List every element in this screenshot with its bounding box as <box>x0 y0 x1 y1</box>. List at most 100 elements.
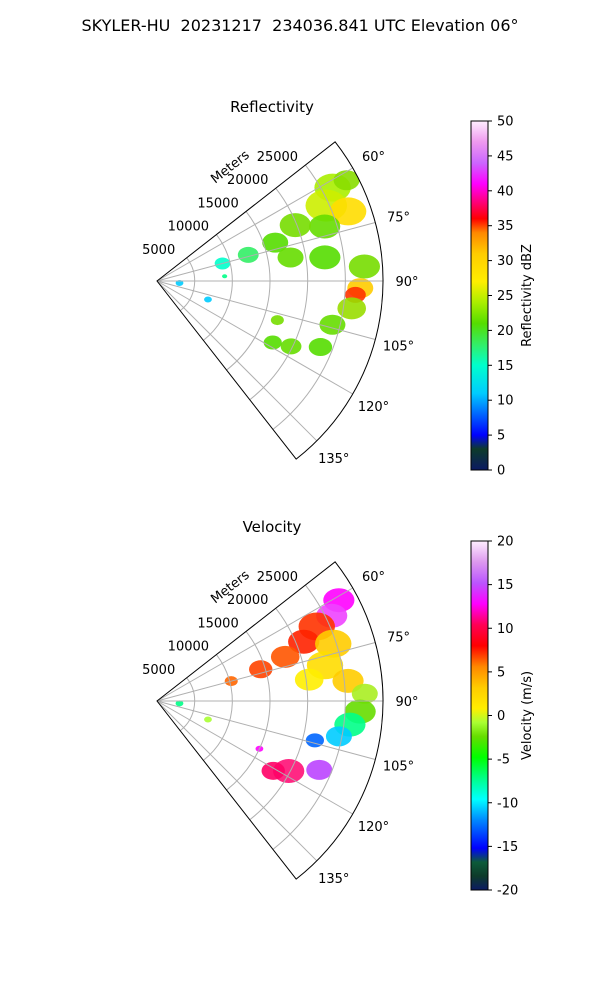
echo-cell <box>204 716 212 723</box>
azimuth-tick-label: 90° <box>395 695 418 710</box>
colorbar: -20 -15 -10 -5 0 5 10 15 20 Velocity (m/s) <box>470 535 535 899</box>
azimuth-gridline <box>156 700 318 862</box>
azimuth-gridline <box>156 280 376 340</box>
echo-cell <box>263 335 282 350</box>
colorbar-tick-label: -10 <box>497 796 518 811</box>
colorbar-tick-label: 15 <box>497 359 514 374</box>
colorbar-tick-label: 15 <box>497 578 514 593</box>
echo-cell <box>294 668 324 691</box>
azimuth-gridline <box>156 642 376 702</box>
echo-cell <box>175 700 184 707</box>
colorbar-tick-label: 40 <box>497 184 514 199</box>
echo-cell <box>325 726 352 747</box>
azimuth-tick-label: 60° <box>362 570 385 585</box>
range-ring <box>179 257 196 312</box>
echo-cell <box>329 197 367 226</box>
echo-cell <box>280 338 302 355</box>
colorbar-tick-label: -20 <box>497 884 518 899</box>
azimuth-gridline <box>156 700 376 760</box>
colorbar-ramp <box>470 540 489 891</box>
range-ring <box>203 234 233 341</box>
panel-title: Velocity <box>243 518 302 536</box>
echo-cell <box>204 296 212 303</box>
colorbar-tick-label: 45 <box>497 149 514 164</box>
azimuth-gridline <box>156 280 353 395</box>
range-ring <box>272 164 346 430</box>
range-tick-label: 15000 <box>197 196 238 211</box>
range-tick-label: 20000 <box>227 593 268 608</box>
range-tick-label: 5000 <box>142 243 175 258</box>
colorbar-tick-label: 5 <box>497 429 505 444</box>
echo-cell <box>306 759 333 780</box>
range-tick-label: 10000 <box>168 220 209 235</box>
echo-cell <box>308 338 333 357</box>
colorbar-tick-label: 10 <box>497 622 514 637</box>
range-ring <box>249 187 309 401</box>
echo-cell <box>277 247 304 268</box>
echo-cell <box>305 733 324 748</box>
colorbar-label: Velocity (m/s) <box>520 671 535 760</box>
range-tick-label: 20000 <box>227 173 268 188</box>
range-tick-label: 10000 <box>168 640 209 655</box>
echo-cell <box>270 315 284 326</box>
echo-cell <box>279 213 311 238</box>
azimuth-tick-label: 90° <box>395 275 418 290</box>
echo-cell <box>237 246 259 263</box>
colorbar-tick-label: 0 <box>497 709 505 724</box>
sector-outline <box>156 561 384 880</box>
range-tick-label: 5000 <box>142 663 175 678</box>
range-ring <box>249 607 309 821</box>
echo-cell <box>348 254 381 279</box>
range-ring <box>226 211 271 371</box>
azimuth-gridline <box>156 700 353 815</box>
azimuth-gridline <box>156 587 353 702</box>
azimuth-gridline <box>156 222 376 282</box>
colorbar-tick-label: -15 <box>497 840 518 855</box>
echo-cell <box>351 683 378 704</box>
colorbar-tick-label: -5 <box>497 753 510 768</box>
echo-cell <box>288 629 320 654</box>
echo-cell <box>261 761 285 780</box>
colorbar-tick-label: 20 <box>497 535 514 550</box>
azimuth-tick-label: 135° <box>318 872 349 887</box>
colorbar-tick-label: 20 <box>497 324 514 339</box>
echo-cell <box>309 245 341 270</box>
figure-title: SKYLER-HU 20231217 234036.841 UTC Elevat… <box>81 16 519 35</box>
sector-outline <box>156 141 384 460</box>
echo-cell <box>222 274 228 279</box>
panel-title: Reflectivity <box>230 98 314 116</box>
colorbar-label: Reflectivity dBZ <box>520 244 535 347</box>
colorbar-tick-label: 50 <box>497 115 514 130</box>
azimuth-gridline <box>156 167 353 282</box>
azimuth-tick-label: 105° <box>383 340 414 355</box>
colorbar: 0 5 10 15 20 25 30 35 40 45 50 Reflectivity dBZ <box>470 115 535 479</box>
azimuth-tick-label: 75° <box>387 210 410 225</box>
colorbar-tick-label: 10 <box>497 394 514 409</box>
echo-cell <box>309 214 341 239</box>
azimuth-tick-label: 75° <box>387 630 410 645</box>
colorbar-ramp <box>470 120 489 471</box>
range-ring <box>272 584 346 850</box>
colorbar-tick-label: 35 <box>497 219 514 234</box>
colorbar-tick-label: 0 <box>497 464 505 479</box>
colorbar-tick-label: 25 <box>497 289 514 304</box>
echo-cell <box>270 645 300 668</box>
azimuth-gridline <box>156 280 318 442</box>
range-tick-label: 25000 <box>257 570 298 585</box>
range-ring <box>203 654 233 761</box>
azimuth-tick-label: 135° <box>318 452 349 467</box>
range-tick-label: 25000 <box>257 150 298 165</box>
azimuth-tick-label: 60° <box>362 150 385 165</box>
azimuth-tick-label: 120° <box>358 820 389 835</box>
colorbar-tick-label: 5 <box>497 665 505 680</box>
colorbar-tick-label: 30 <box>497 254 514 269</box>
azimuth-tick-label: 120° <box>358 400 389 415</box>
range-tick-label: 15000 <box>197 616 238 631</box>
range-ring <box>179 677 196 732</box>
range-ring <box>226 631 271 791</box>
echo-cell <box>315 629 352 658</box>
azimuth-tick-label: 105° <box>383 760 414 775</box>
